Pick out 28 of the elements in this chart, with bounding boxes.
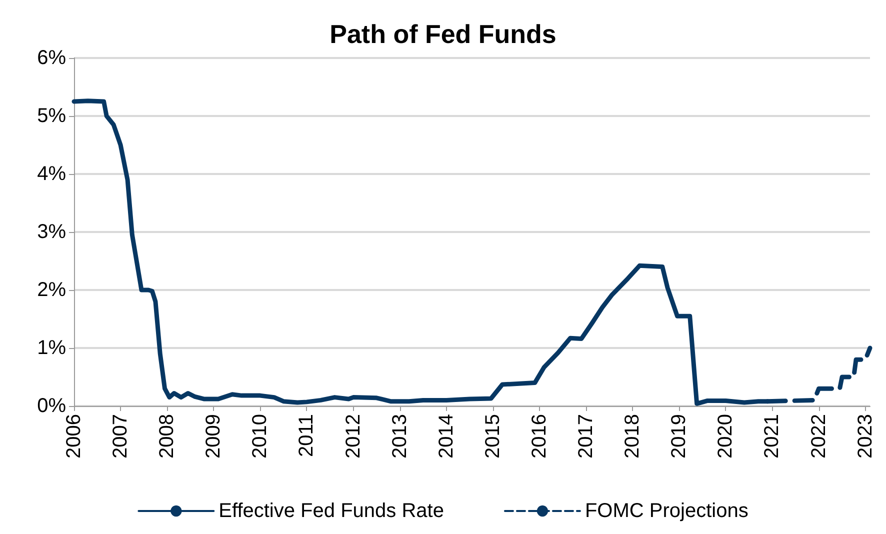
x-tick-label: 2022 xyxy=(808,414,830,458)
x-tick-label: 2016 xyxy=(528,414,550,458)
x-tick-label: 2011 xyxy=(296,414,318,458)
x-tick-label: 2012 xyxy=(342,414,364,458)
y-tick-label: 3% xyxy=(37,221,66,243)
x-tick-label: 2007 xyxy=(110,414,132,458)
x-tick-label: 2018 xyxy=(622,414,644,458)
x-tick-label: 2015 xyxy=(482,414,504,458)
x-tick-label: 2014 xyxy=(435,414,458,458)
x-tick-label: 2009 xyxy=(202,414,225,458)
x-tick-label: 2019 xyxy=(668,414,690,458)
x-tick-label: 2023 xyxy=(854,414,876,458)
x-tick-label: 2013 xyxy=(388,414,411,458)
x-tick-label: 2010 xyxy=(249,414,272,458)
x-tick-label: 2008 xyxy=(156,414,178,458)
x-tick-label: 2017 xyxy=(575,414,598,458)
x-tick-label: 2020 xyxy=(714,414,737,458)
y-tick-label: 4% xyxy=(37,163,66,185)
y-tick-label: 1% xyxy=(37,337,66,359)
chart-title: Path of Fed Funds xyxy=(330,19,556,49)
y-tick-label: 5% xyxy=(37,105,66,127)
x-tick-label: 2006 xyxy=(63,414,85,458)
x-tick-label: 2021 xyxy=(761,414,784,458)
y-tick-label: 0% xyxy=(37,395,66,417)
legend-label: Effective Fed Funds Rate xyxy=(218,500,444,522)
legend-label: FOMC Projections xyxy=(584,500,748,522)
y-tick-label: 6% xyxy=(37,47,66,69)
y-tick-label: 2% xyxy=(37,279,66,301)
